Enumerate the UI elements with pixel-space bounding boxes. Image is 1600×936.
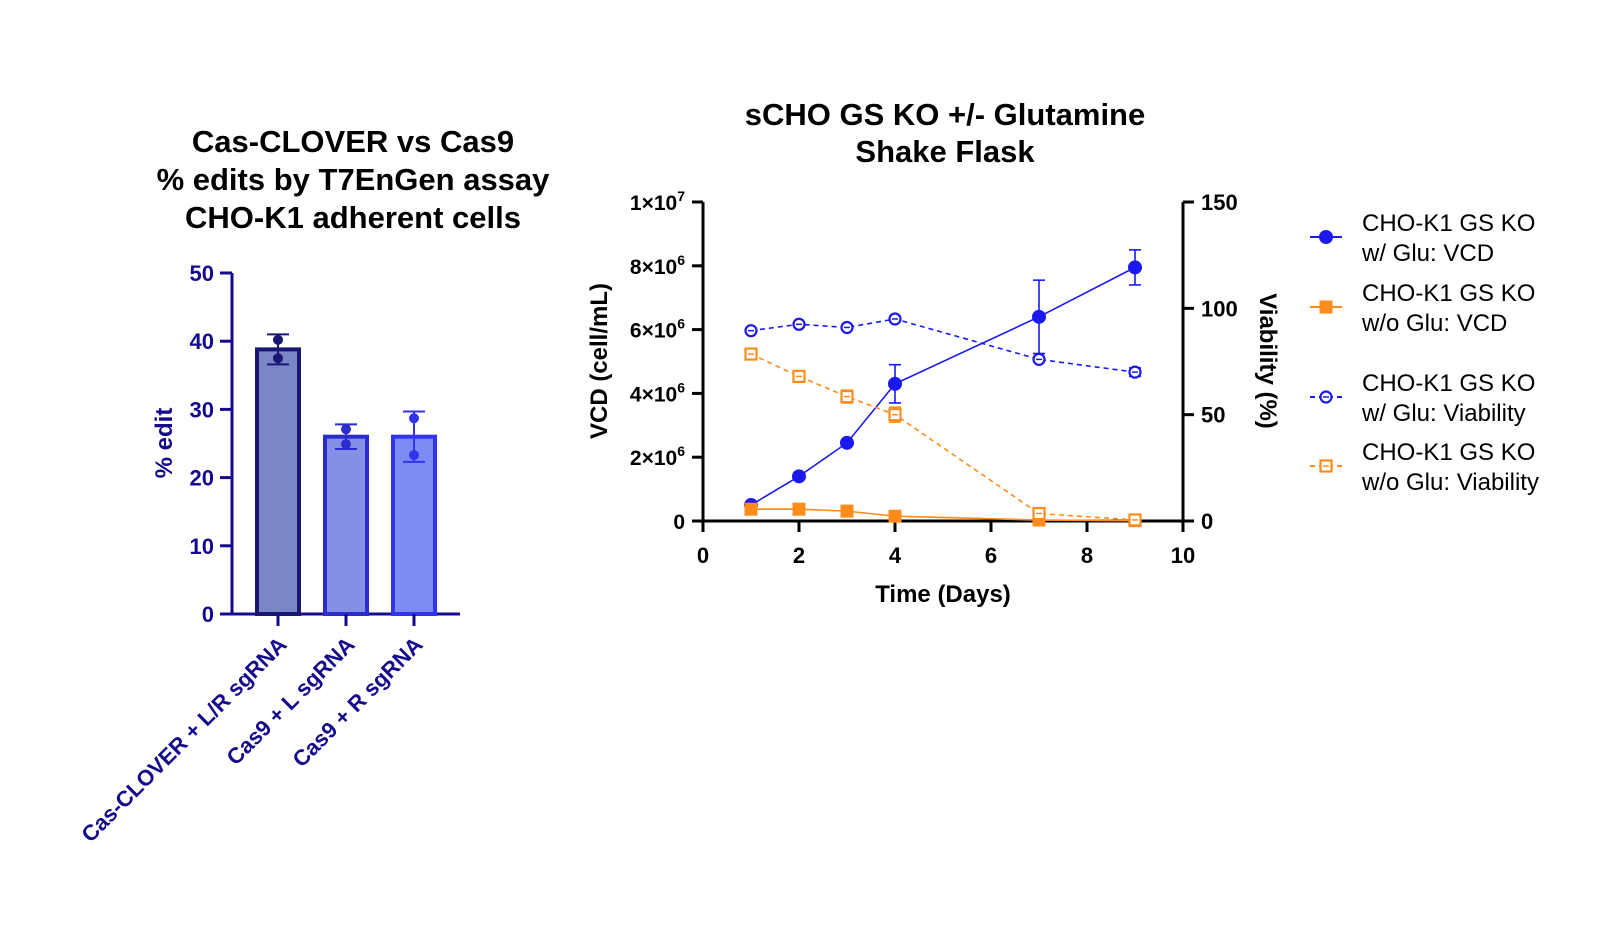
bar-data-point	[409, 450, 419, 461]
line-chart-left-y-tick-label: 0	[673, 511, 685, 534]
bar-data-point	[341, 439, 351, 450]
bar-chart-y-tick-label: 40	[190, 329, 214, 354]
line-chart-left-y-tick-label: 8×106	[630, 252, 685, 279]
line-chart: sCHO GS KO +/- Glutamine Shake Flask Tim…	[586, 97, 1539, 608]
series-1	[744, 502, 1142, 528]
tick-mantissa: 1×10	[630, 192, 677, 215]
legend-label-line-2: w/o Glu: Viability	[1361, 469, 1539, 496]
bar-chart-y-tick-label: 50	[190, 261, 214, 286]
bar-chart-category-label: Cas9 + R sgRNA	[288, 632, 428, 772]
legend-label-line-2: w/ Glu: VCD	[1361, 240, 1494, 267]
tick-mantissa: 8×10	[630, 256, 677, 279]
legend-label-line-1: CHO-K1 GS KO	[1362, 439, 1535, 466]
series-point	[840, 504, 854, 518]
bar-data-point	[273, 334, 283, 345]
line-chart-x-tick-label: 8	[1081, 543, 1093, 568]
series-line	[750, 266, 1136, 506]
legend-label-line-1: CHO-K1 GS KO	[1362, 370, 1535, 397]
line-chart-title-line-1: sCHO GS KO +/- Glutamine	[745, 97, 1146, 132]
series-point	[744, 502, 758, 516]
tick-mantissa: 0	[673, 511, 685, 534]
line-chart-x-tick-label: 10	[1171, 543, 1195, 568]
bar-chart-title-line-2: % edits by T7EnGen assay	[157, 162, 551, 197]
line-chart-right-y-tick-label: 100	[1201, 296, 1238, 321]
series-point	[840, 435, 854, 450]
line-chart-x-axis-label: Time (Days)	[875, 581, 1011, 608]
line-chart-plot-area: 0 2 4 6 8 1002×1064×1066×1068×1061×1070501001…	[630, 188, 1238, 568]
line-chart-x-tick-label: 4	[889, 543, 902, 568]
tick-exponent: 6	[677, 252, 685, 268]
bar-chart-y-axis-label: % edit	[151, 408, 178, 479]
bar-chart-y-tick-label: 30	[190, 397, 214, 422]
tick-exponent: 7	[677, 188, 685, 204]
line-chart-title-line-2: Shake Flask	[855, 134, 1035, 169]
bar-chart-title-line-3: CHO-K1 adherent cells	[185, 200, 521, 235]
line-chart-left-y-tick-label: 6×106	[630, 316, 685, 343]
series-3	[744, 347, 1142, 527]
legend-label-line-2: w/o Glu: VCD	[1361, 310, 1507, 337]
bar-chart-y-tick-label: 0	[202, 602, 214, 627]
series-line	[751, 508, 1136, 522]
line-chart-legend: CHO-K1 GS KO w/ Glu: VCD CHO-K1 GS KO w/o G…	[1310, 210, 1539, 496]
tick-mantissa: 2×10	[630, 447, 677, 470]
series-point	[1128, 260, 1142, 275]
bar-data-point	[341, 424, 351, 435]
tick-exponent: 6	[677, 316, 685, 332]
series-point	[792, 469, 806, 484]
line-chart-left-y-tick-label: 2×106	[630, 443, 685, 470]
line-chart-x-tick-label: 6	[985, 543, 997, 568]
bar-chart: Cas-CLOVER vs Cas9 % edits by T7EnGen as…	[76, 124, 550, 847]
line-chart-left-y-tick-label: 1×107	[630, 188, 685, 215]
series-line	[750, 318, 1136, 373]
series-point	[1032, 309, 1046, 324]
line-chart-left-y-tick-label: 4×106	[630, 379, 685, 406]
series-point	[888, 509, 902, 523]
line-chart-left-y-axis-label: VCD (cell/mL)	[586, 283, 613, 439]
tick-mantissa: 6×10	[630, 320, 677, 343]
series-point	[792, 502, 806, 516]
line-chart-right-y-tick-label: 50	[1201, 403, 1225, 428]
bar-chart-category-label: Cas9 + L sgRNA	[222, 632, 360, 770]
line-chart-x-tick-label: 2	[793, 543, 805, 568]
series-point	[888, 376, 902, 391]
line-chart-right-y-tick-label: 0	[1201, 509, 1213, 534]
line-chart-right-y-axis-label: Viability (%)	[1254, 293, 1281, 429]
bar-data-point	[273, 353, 283, 364]
tick-exponent: 6	[677, 379, 685, 395]
bar	[323, 434, 369, 616]
series-line	[750, 353, 1136, 521]
bar-data-point	[409, 413, 419, 424]
bar-chart-title-line-1: Cas-CLOVER vs Cas9	[192, 124, 514, 159]
bar-chart-y-tick-label: 20	[190, 466, 214, 491]
series-2	[744, 312, 1142, 379]
legend-label-line-1: CHO-K1 GS KO	[1362, 280, 1535, 307]
legend-marker-0	[1319, 230, 1333, 244]
bar-chart-y-tick-label: 10	[190, 534, 214, 559]
tick-exponent: 6	[677, 443, 685, 459]
legend-label-line-2: w/ Glu: Viability	[1361, 400, 1526, 427]
bar	[391, 434, 437, 616]
tick-mantissa: 4×10	[630, 383, 677, 406]
legend-label-line-1: CHO-K1 GS KO	[1362, 210, 1535, 237]
bar	[255, 347, 301, 616]
legend-marker-1	[1319, 300, 1333, 314]
line-chart-right-y-tick-label: 150	[1201, 190, 1238, 215]
series-0	[744, 249, 1142, 513]
line-chart-x-tick-label: 0	[697, 543, 709, 568]
